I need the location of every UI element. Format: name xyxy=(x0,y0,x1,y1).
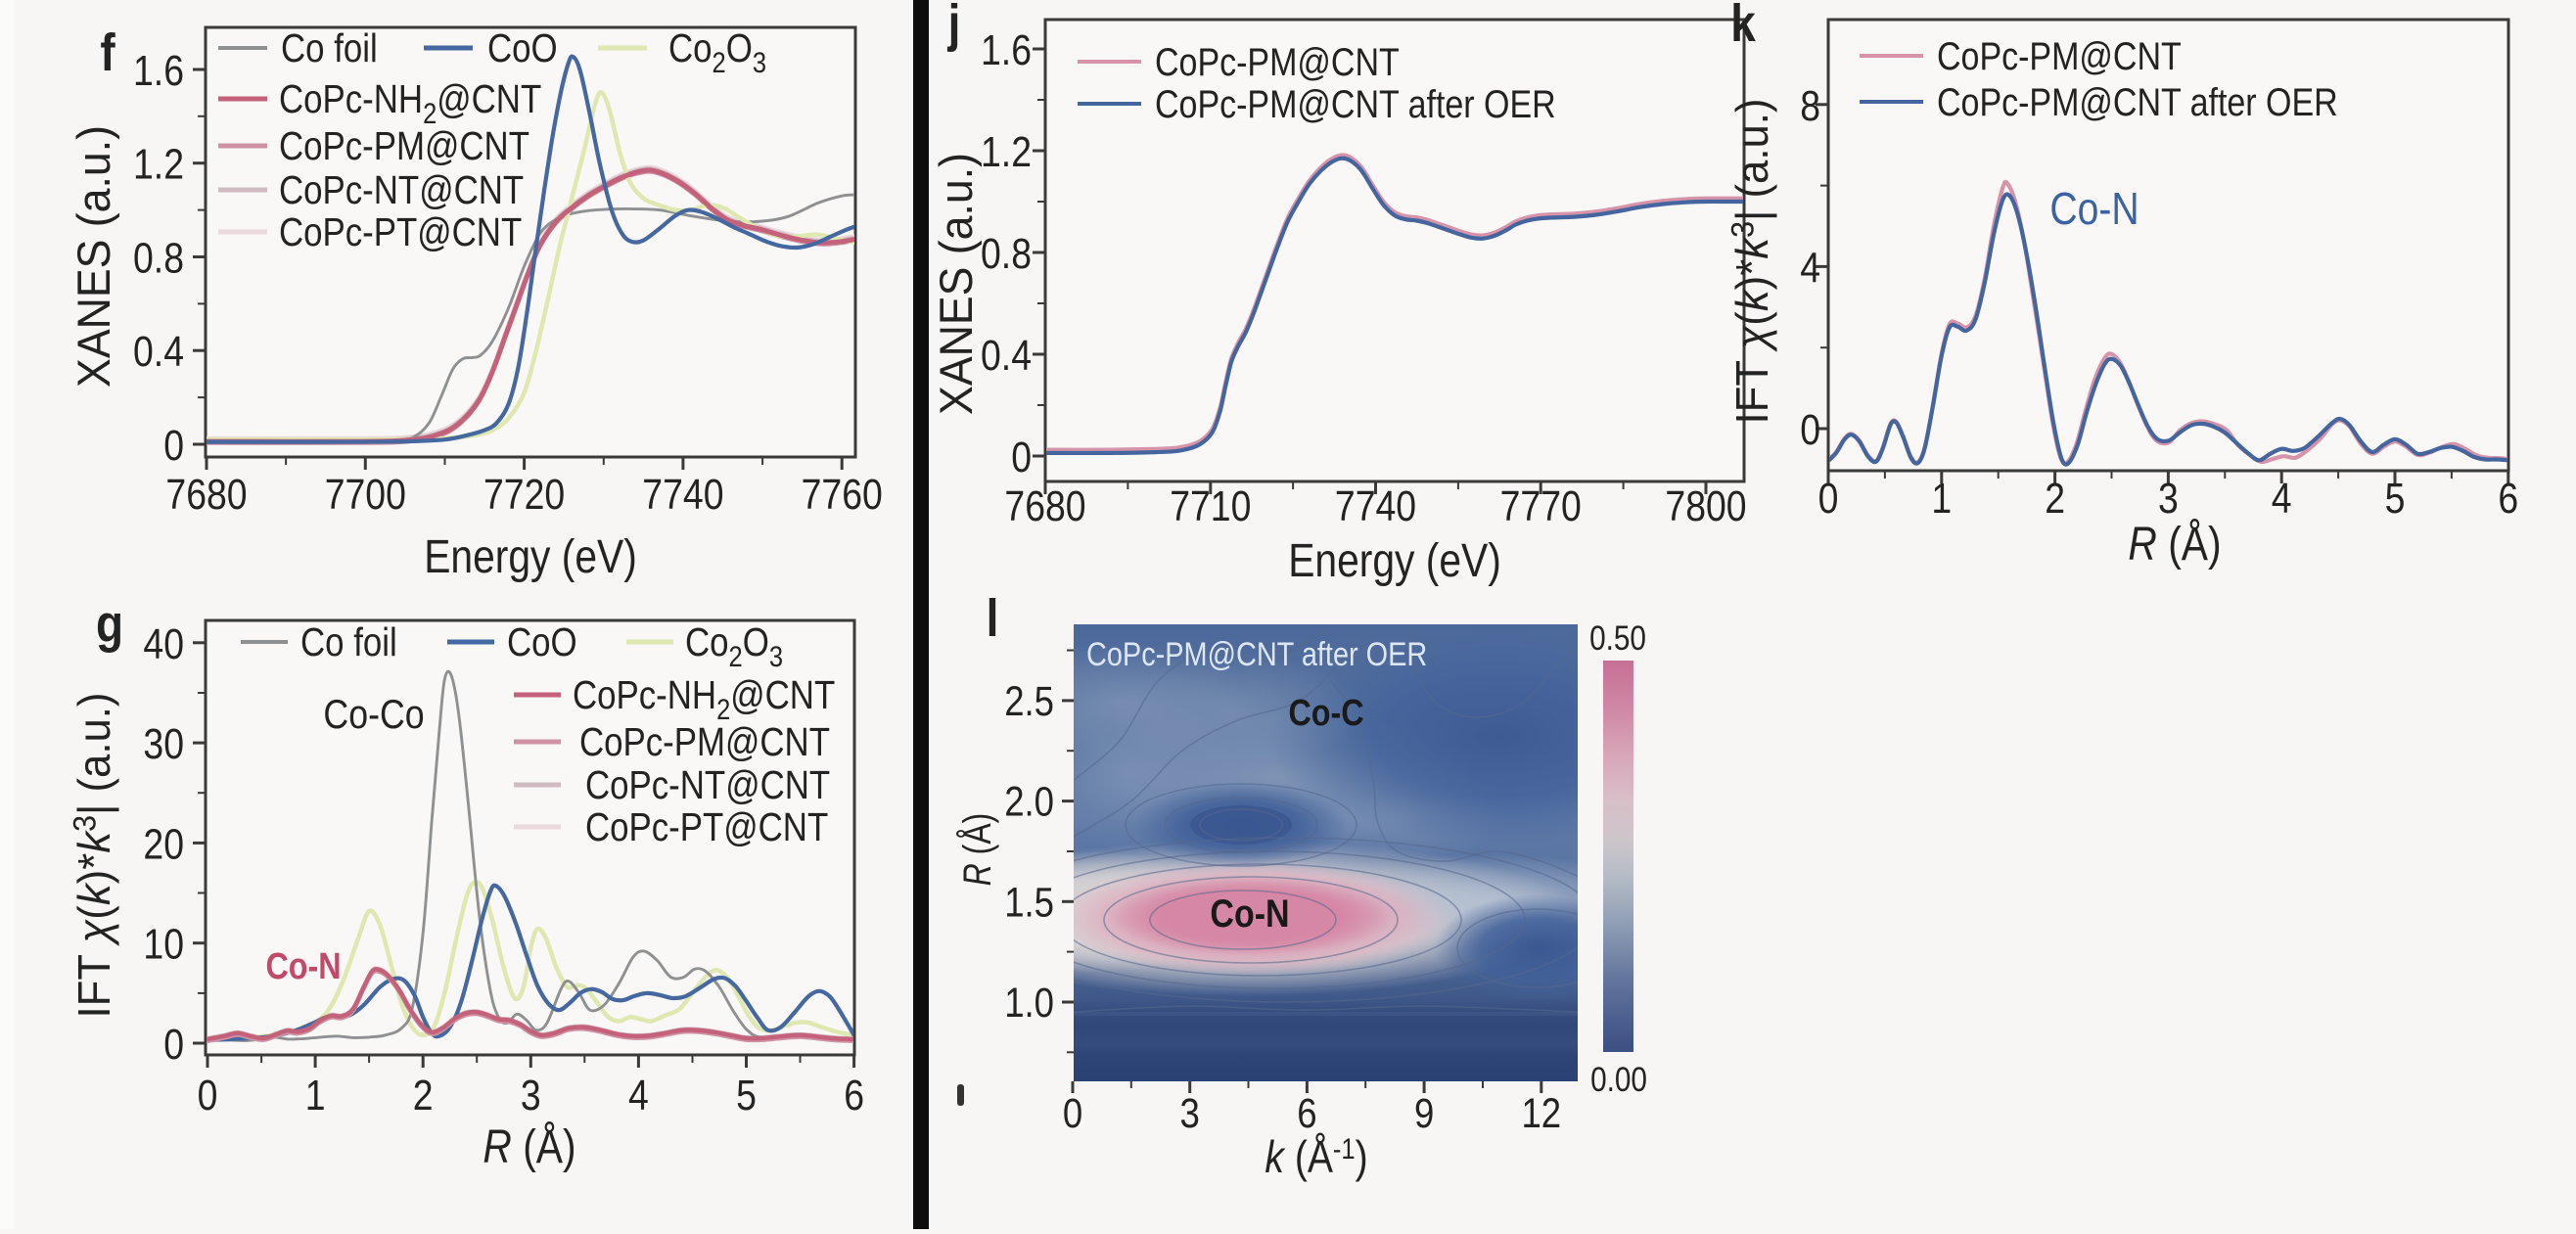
svg-text:5: 5 xyxy=(2385,474,2406,523)
svg-text:k: k xyxy=(1730,0,1756,53)
svg-text:1: 1 xyxy=(305,1071,326,1120)
svg-text:Co foil: Co foil xyxy=(300,620,397,664)
svg-text:CoPc-PT@CNT: CoPc-PT@CNT xyxy=(585,805,828,849)
svg-text:0: 0 xyxy=(1800,405,1820,454)
svg-text:1.5: 1.5 xyxy=(1004,880,1054,926)
svg-text:2.5: 2.5 xyxy=(1004,678,1054,724)
svg-text:10: 10 xyxy=(143,920,184,969)
svg-text:2: 2 xyxy=(2045,474,2065,523)
svg-text:CoPc-NT@CNT: CoPc-NT@CNT xyxy=(279,168,524,212)
svg-text:5: 5 xyxy=(736,1071,757,1120)
svg-text:CoPc-PM@CNT: CoPc-PM@CNT xyxy=(279,124,529,168)
svg-text:7800: 7800 xyxy=(1665,481,1746,530)
svg-text:Co-N: Co-N xyxy=(2049,184,2139,235)
svg-text:0.4: 0.4 xyxy=(133,327,184,376)
svg-text:0.8: 0.8 xyxy=(981,229,1032,278)
svg-text:j: j xyxy=(947,0,961,53)
svg-text:CoPc-PM@CNT after OER: CoPc-PM@CNT after OER xyxy=(1155,81,1556,125)
svg-text:CoPc-PT@CNT: CoPc-PT@CNT xyxy=(279,210,522,254)
svg-text:XANES (a.u.): XANES (a.u.) xyxy=(931,153,982,415)
svg-text:R (Å): R (Å) xyxy=(2128,519,2221,571)
svg-text:CoPc-PM@CNT after OER: CoPc-PM@CNT after OER xyxy=(1086,635,1427,673)
svg-text:CoPc-PM@CNT after OER: CoPc-PM@CNT after OER xyxy=(1937,79,2338,123)
svg-text:1.2: 1.2 xyxy=(981,127,1032,176)
svg-text:2.0: 2.0 xyxy=(1004,779,1054,825)
svg-text:CoPc-NH2@CNT: CoPc-NH2@CNT xyxy=(279,77,541,129)
svg-text:CoPc-NH2@CNT: CoPc-NH2@CNT xyxy=(573,673,835,725)
svg-text:7680: 7680 xyxy=(1004,481,1085,530)
svg-text:6: 6 xyxy=(2498,474,2518,523)
svg-text:Co-N: Co-N xyxy=(265,946,341,987)
svg-text:1.2: 1.2 xyxy=(133,140,184,189)
svg-text:0: 0 xyxy=(163,421,184,470)
svg-text:0: 0 xyxy=(198,1071,218,1120)
svg-text:XANES (a.u.): XANES (a.u.) xyxy=(69,125,119,388)
svg-text:0.00: 0.00 xyxy=(1590,1061,1647,1099)
svg-text:3: 3 xyxy=(1180,1090,1200,1136)
svg-text:Co-N: Co-N xyxy=(1210,891,1289,935)
svg-text:20: 20 xyxy=(143,820,184,869)
svg-text:g: g xyxy=(96,595,123,654)
svg-text:Co-Co: Co-Co xyxy=(323,692,424,737)
svg-text:Energy (eV): Energy (eV) xyxy=(424,531,637,583)
svg-text:CoPc-PM@CNT: CoPc-PM@CNT xyxy=(1937,33,2182,77)
svg-text:R (Å): R (Å) xyxy=(955,813,999,887)
svg-text:1.6: 1.6 xyxy=(981,25,1032,74)
svg-text:2: 2 xyxy=(413,1071,434,1120)
svg-text:7740: 7740 xyxy=(1335,481,1416,530)
svg-text:0: 0 xyxy=(1063,1090,1082,1136)
svg-text:Co foil: Co foil xyxy=(281,26,378,70)
svg-text:7740: 7740 xyxy=(642,470,723,519)
svg-text:12: 12 xyxy=(1521,1090,1561,1136)
svg-text:7680: 7680 xyxy=(165,470,247,519)
svg-text:3: 3 xyxy=(2158,474,2179,523)
svg-text:1.0: 1.0 xyxy=(1004,980,1054,1026)
svg-text:1: 1 xyxy=(1931,474,1952,523)
svg-text:4: 4 xyxy=(1800,244,1820,293)
svg-text:8: 8 xyxy=(1800,81,1820,130)
svg-text:Co-C: Co-C xyxy=(1288,693,1363,734)
svg-text:CoO: CoO xyxy=(507,620,577,664)
svg-text:IFT χ(k)*k3| (a.u.): IFT χ(k)*k3| (a.u.) xyxy=(68,693,119,1019)
svg-text:30: 30 xyxy=(143,719,184,768)
svg-text:CoPc-PM@CNT: CoPc-PM@CNT xyxy=(1155,39,1400,83)
svg-text:0.50: 0.50 xyxy=(1589,619,1646,658)
svg-text:6: 6 xyxy=(844,1071,864,1120)
svg-text:9: 9 xyxy=(1414,1090,1434,1136)
svg-text:CoPc-NT@CNT: CoPc-NT@CNT xyxy=(585,763,830,807)
svg-text:R (Å): R (Å) xyxy=(483,1121,575,1173)
svg-text:CoO: CoO xyxy=(487,26,558,70)
svg-text:3: 3 xyxy=(521,1071,541,1120)
svg-text:Energy (eV): Energy (eV) xyxy=(1288,535,1501,587)
svg-text:4: 4 xyxy=(2272,474,2292,523)
svg-text:7720: 7720 xyxy=(483,470,565,519)
svg-text:l: l xyxy=(987,589,999,648)
svg-text:7710: 7710 xyxy=(1170,481,1251,530)
svg-text:7700: 7700 xyxy=(325,470,406,519)
svg-text:0.4: 0.4 xyxy=(981,331,1032,380)
svg-text:0.8: 0.8 xyxy=(133,234,184,283)
svg-text:6: 6 xyxy=(1297,1090,1316,1136)
svg-text:0: 0 xyxy=(1818,474,1839,523)
svg-text:f: f xyxy=(100,23,115,82)
svg-text:7760: 7760 xyxy=(802,470,883,519)
svg-text:40: 40 xyxy=(143,619,184,668)
svg-text:0: 0 xyxy=(163,1020,184,1069)
svg-text:4: 4 xyxy=(628,1071,649,1120)
svg-text:1.6: 1.6 xyxy=(133,46,184,95)
svg-text:0: 0 xyxy=(1011,433,1032,481)
svg-text:7770: 7770 xyxy=(1500,481,1582,530)
svg-text:IFT χ(k)*k3| (a.u.): IFT χ(k)*k3| (a.u.) xyxy=(1725,99,1777,425)
svg-text:CoPc-PM@CNT: CoPc-PM@CNT xyxy=(579,720,830,764)
